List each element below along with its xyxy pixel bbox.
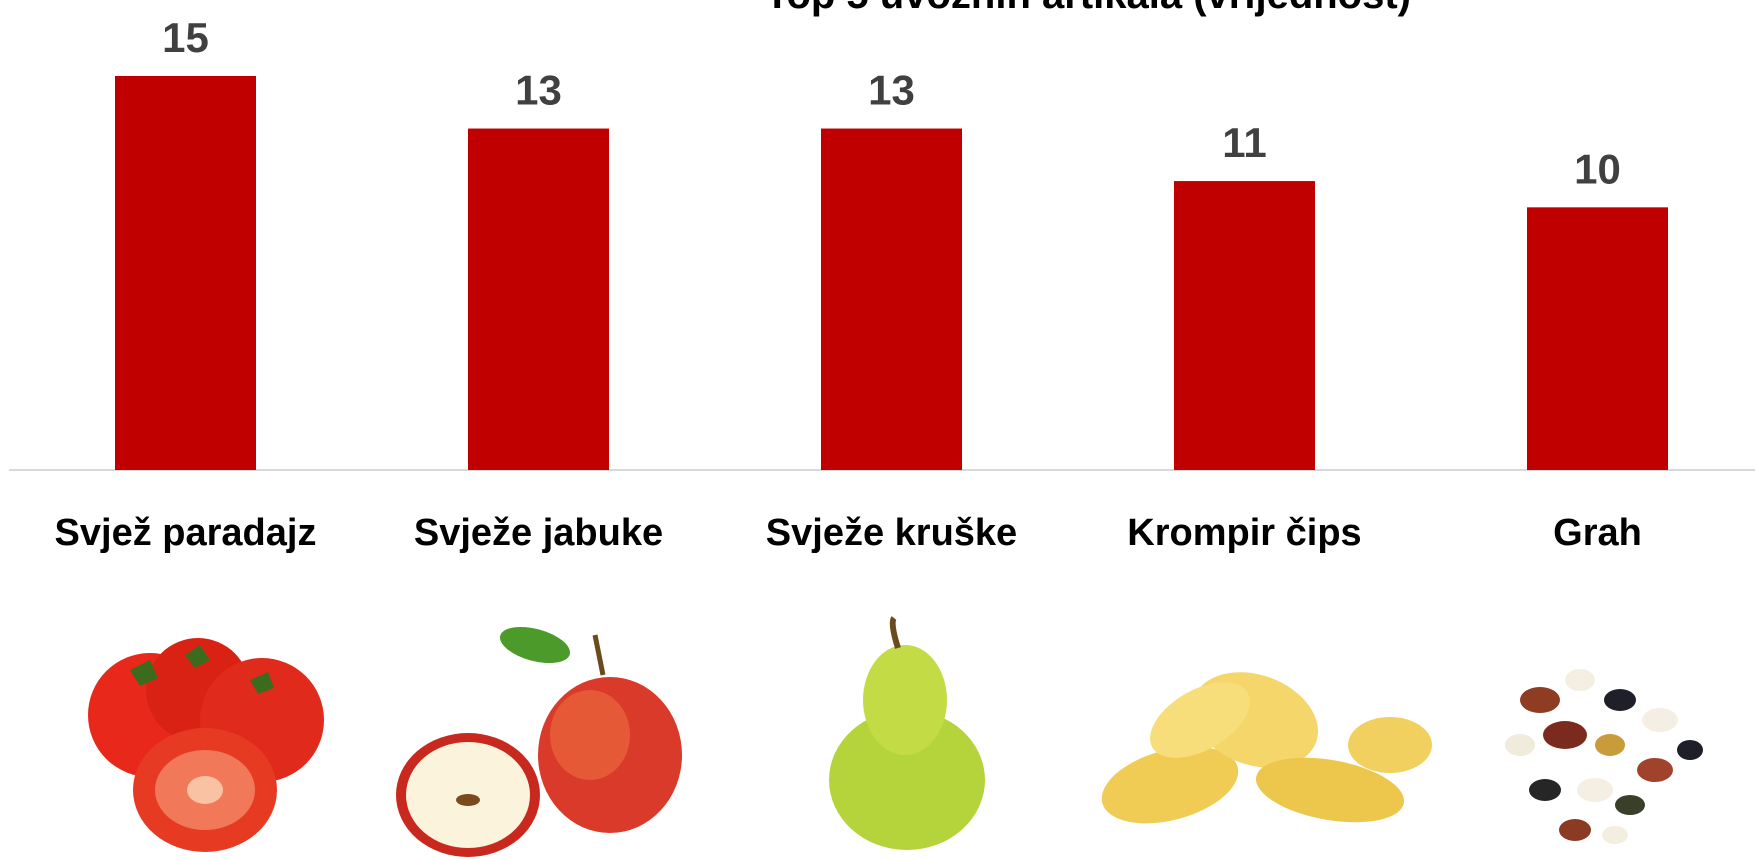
bar bbox=[115, 76, 256, 470]
x-tick-label: Krompir čips bbox=[1127, 512, 1361, 554]
value-label: 10 bbox=[1574, 145, 1621, 192]
chart-title: Top 5 uvoznih artikala (vrijednost) bbox=[765, 0, 1411, 17]
value-label: 13 bbox=[868, 67, 915, 114]
value-label: 13 bbox=[515, 67, 562, 114]
apple-image bbox=[396, 626, 682, 857]
tomato-image bbox=[88, 638, 324, 852]
bar bbox=[468, 128, 609, 471]
x-tick-label: Grah bbox=[1553, 512, 1642, 554]
chips-image bbox=[1101, 672, 1432, 824]
x-tick-label: Svježe kruške bbox=[766, 512, 1017, 554]
beans-image bbox=[1505, 669, 1703, 844]
bar bbox=[1174, 181, 1315, 471]
bar bbox=[1527, 207, 1668, 471]
x-tick-label: Svjež paradajz bbox=[55, 512, 317, 554]
bar bbox=[821, 128, 962, 471]
value-label: 11 bbox=[1222, 119, 1266, 166]
value-label: 15 bbox=[162, 14, 209, 61]
pear-image bbox=[829, 616, 985, 850]
x-tick-label: Svježe jabuke bbox=[414, 512, 663, 554]
